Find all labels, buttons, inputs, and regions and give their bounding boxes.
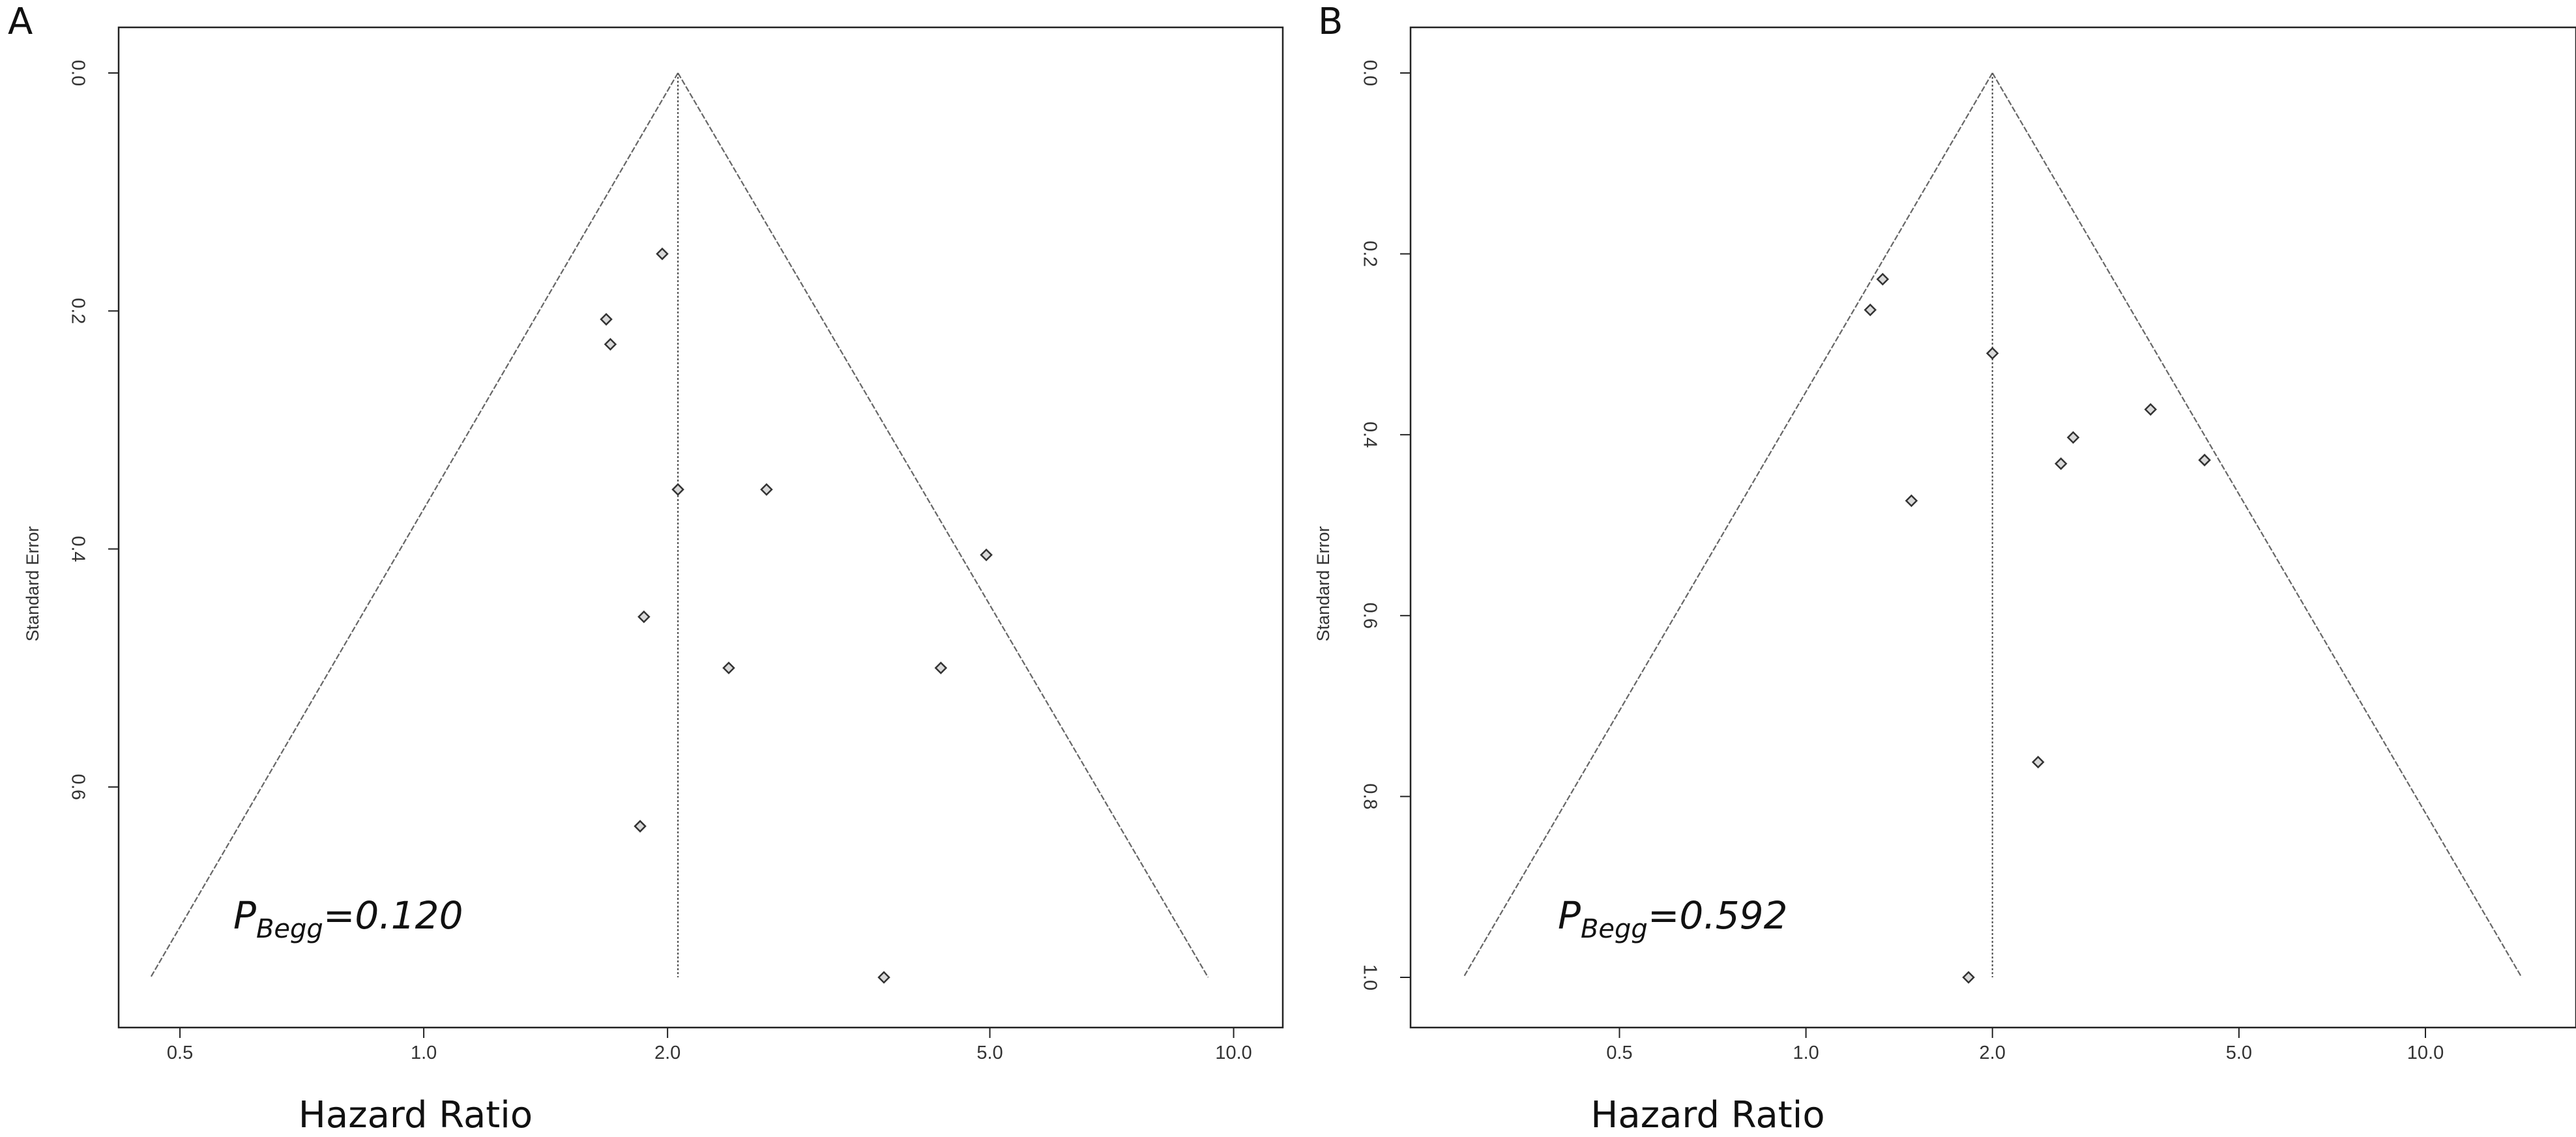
study-point (2032, 755, 2045, 769)
y-tick-label: 0.8 (1359, 783, 1380, 809)
x-tick-label: 2.0 (1980, 1043, 2006, 1063)
study-point (671, 483, 684, 496)
study-point (934, 661, 948, 674)
funnel-right-line (1991, 72, 2523, 978)
funnel-plot-a: 0.5 1.0 2.0 5.0 10.0 0.0 0.2 0.4 0.6 Standard Err… (8, 1, 1284, 1136)
panel-label: A (8, 1, 33, 43)
y-axis-label: Standard Error (23, 526, 42, 641)
funnel-right-line (677, 72, 1209, 978)
study-point (1864, 303, 1877, 317)
study-point (1905, 494, 1918, 508)
x-tick-label: 5.0 (2226, 1043, 2252, 1063)
study-point (656, 247, 669, 261)
plot-frame (1409, 26, 2576, 1029)
x-tick-label: 10.0 (2407, 1043, 2444, 1063)
x-tick-label: 5.0 (976, 1043, 1003, 1063)
funnel-left-line (150, 72, 679, 978)
study-point (600, 313, 613, 326)
plot-frame (117, 26, 1284, 1029)
study-point (2055, 457, 2068, 470)
x-tick-label: 1.0 (1793, 1043, 1819, 1063)
x-axis-label: Hazard Ratio (299, 1094, 533, 1136)
x-tick-label: 10.0 (1215, 1043, 1251, 1063)
y-tick-label: 0.0 (67, 60, 88, 86)
begg-p-subscript: Begg (1581, 914, 1648, 944)
study-point (2144, 403, 2158, 416)
y-tick-label: 0.6 (67, 774, 88, 800)
begg-p-annotation: PBegg=0.592 (1558, 893, 1787, 944)
begg-p-symbol: P (233, 893, 256, 938)
study-point (637, 610, 651, 624)
begg-p-value: =0.120 (323, 893, 463, 938)
study-point (2066, 431, 2080, 444)
y-tick-label: 0.2 (1359, 240, 1380, 266)
begg-p-subscript: Begg (256, 914, 323, 944)
x-axis-label: Hazard Ratio (1590, 1094, 1824, 1136)
study-point (634, 820, 647, 833)
study-point (604, 338, 617, 351)
begg-p-value: =0.592 (1648, 893, 1788, 938)
begg-p-symbol: P (1558, 893, 1581, 938)
study-point (980, 548, 993, 562)
y-tick-label: 0.0 (1359, 60, 1380, 86)
y-tick-label: 0.4 (67, 536, 88, 562)
panel-label: B (1318, 1, 1343, 43)
study-point (1962, 971, 1975, 984)
y-tick-label: 0.6 (1359, 603, 1380, 629)
study-point (2198, 453, 2211, 467)
y-axis-label: Standard Error (1313, 526, 1333, 641)
y-tick-label: 1.0 (1359, 964, 1380, 990)
x-tick-label: 0.5 (167, 1043, 193, 1063)
study-point (1876, 272, 1890, 286)
study-point (1985, 347, 1999, 360)
x-tick-label: 1.0 (411, 1043, 437, 1063)
funnel-plot-b: 0.5 1.0 2.0 5.0 10.0 0.0 0.2 0.4 0.6 0.8 1.0 Standa… (1313, 1, 2576, 1136)
x-tick-label: 0.5 (1606, 1043, 1632, 1063)
study-point (722, 661, 735, 674)
study-point (877, 971, 890, 984)
x-tick-label: 2.0 (654, 1043, 681, 1063)
y-tick-label: 0.2 (67, 298, 88, 324)
begg-p-annotation: PBegg=0.120 (233, 893, 463, 944)
study-point (760, 483, 773, 496)
y-tick-label: 0.4 (1359, 422, 1380, 448)
funnel-left-line (1463, 72, 1993, 978)
